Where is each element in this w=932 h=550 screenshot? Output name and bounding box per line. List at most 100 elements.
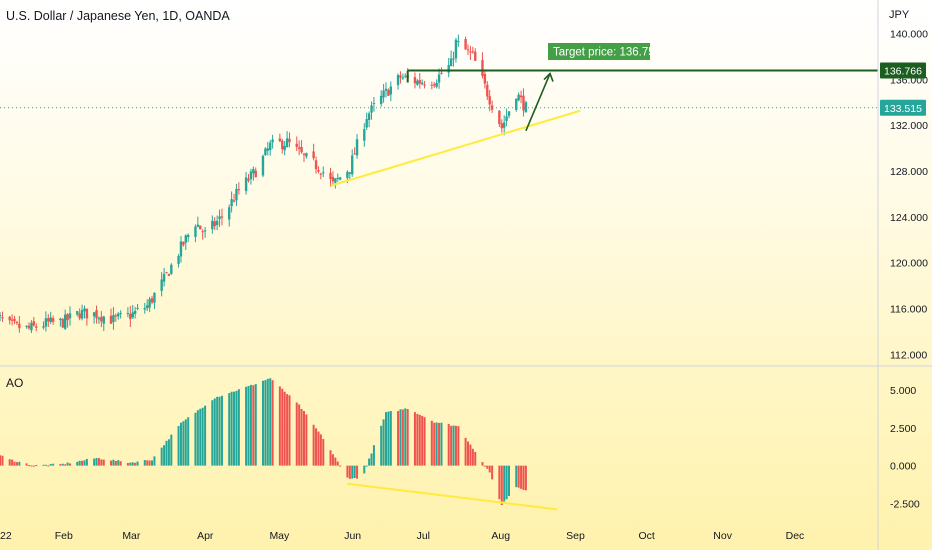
ao-bar[interactable] <box>271 380 274 466</box>
ao-bar[interactable] <box>163 445 166 466</box>
candle-body[interactable] <box>252 168 255 174</box>
candle-body[interactable] <box>129 313 132 320</box>
candle-body[interactable] <box>413 77 417 84</box>
candle-body[interactable] <box>418 80 421 84</box>
ao-bar[interactable] <box>220 395 223 466</box>
candle-body[interactable] <box>92 312 96 317</box>
ao-bar[interactable] <box>389 411 392 466</box>
candle-body[interactable] <box>329 172 332 179</box>
ao-bar[interactable] <box>112 459 115 466</box>
ao-bar[interactable] <box>153 456 156 466</box>
candle-body[interactable] <box>353 153 356 155</box>
ao-bar[interactable] <box>42 464 45 466</box>
ao-bar[interactable] <box>187 417 190 466</box>
candle-body[interactable] <box>66 314 69 321</box>
candle-body[interactable] <box>264 148 267 155</box>
candle-body[interactable] <box>220 216 224 218</box>
ao-bar[interactable] <box>8 459 11 466</box>
ao-bar[interactable] <box>252 385 255 466</box>
ao-bar[interactable] <box>230 391 233 466</box>
ao-bar[interactable] <box>384 412 387 466</box>
candle-body[interactable] <box>170 264 173 274</box>
ao-bar[interactable] <box>30 465 33 467</box>
ao-bar[interactable] <box>423 417 426 466</box>
ao-bar[interactable] <box>286 394 289 466</box>
ao-bar[interactable] <box>177 425 180 466</box>
candle-body[interactable] <box>80 310 84 319</box>
candle-body[interactable] <box>211 220 214 230</box>
ao-bar[interactable] <box>264 380 267 466</box>
candle-body[interactable] <box>0 315 2 317</box>
candle-body[interactable] <box>322 172 325 174</box>
ao-bar[interactable] <box>179 422 182 466</box>
candle-body[interactable] <box>76 311 79 315</box>
ao-bar[interactable] <box>146 460 149 466</box>
ao-bar[interactable] <box>454 425 457 466</box>
candle-body[interactable] <box>387 89 390 96</box>
candle-body[interactable] <box>319 173 323 175</box>
ao-bar[interactable] <box>491 465 494 480</box>
candle-body[interactable] <box>363 129 366 141</box>
price-candles[interactable] <box>0 34 528 334</box>
ao-bar[interactable] <box>278 386 281 466</box>
candle-body[interactable] <box>213 221 216 227</box>
ao-bar[interactable] <box>114 460 117 466</box>
ao-bar[interactable] <box>78 460 81 466</box>
candle-body[interactable] <box>162 274 166 282</box>
ao-bar[interactable] <box>126 462 129 466</box>
candle-body[interactable] <box>285 138 289 148</box>
ao-bar[interactable] <box>160 447 163 466</box>
ao-bar[interactable] <box>261 380 264 466</box>
candle-body[interactable] <box>457 41 460 43</box>
ao-bar[interactable] <box>49 463 52 466</box>
ao-bar[interactable] <box>520 465 523 489</box>
candle-body[interactable] <box>367 113 371 121</box>
ao-bar[interactable] <box>464 437 467 466</box>
candle-body[interactable] <box>109 315 113 324</box>
candle-body[interactable] <box>78 313 81 319</box>
candle-body[interactable] <box>244 177 248 192</box>
candle-body[interactable] <box>454 39 458 59</box>
candle-body[interactable] <box>469 51 472 53</box>
candle-body[interactable] <box>500 123 503 129</box>
ao-bar[interactable] <box>336 461 339 466</box>
candle-body[interactable] <box>15 322 19 324</box>
candle-body[interactable] <box>153 292 156 303</box>
candle-body[interactable] <box>269 142 272 151</box>
candle-body[interactable] <box>44 318 48 327</box>
ao-bar[interactable] <box>47 465 50 467</box>
candle-body[interactable] <box>8 316 11 321</box>
ao-bar[interactable] <box>52 463 55 466</box>
candle-body[interactable] <box>83 308 86 312</box>
candle-body[interactable] <box>184 235 187 243</box>
ao-bar[interactable] <box>363 465 366 474</box>
candle-body[interactable] <box>488 96 491 105</box>
ao-bar[interactable] <box>471 448 474 466</box>
candle-body[interactable] <box>51 318 55 322</box>
candle-body[interactable] <box>331 176 335 182</box>
candle-body[interactable] <box>295 143 298 147</box>
ao-bar[interactable] <box>430 420 433 466</box>
candle-body[interactable] <box>302 153 306 155</box>
ao-bar[interactable] <box>486 465 489 469</box>
ao-bar[interactable] <box>0 455 2 466</box>
candle-body[interactable] <box>486 84 489 97</box>
ao-bar[interactable] <box>351 465 354 479</box>
candle-body[interactable] <box>254 170 257 178</box>
ao-bar[interactable] <box>196 410 199 466</box>
ao-bar[interactable] <box>64 464 67 466</box>
ao-bar[interactable] <box>13 461 16 466</box>
ao-bar[interactable] <box>348 465 351 479</box>
candle-body[interactable] <box>317 169 320 172</box>
candle-body[interactable] <box>68 313 72 319</box>
candle-body[interactable] <box>150 298 154 303</box>
candle-body[interactable] <box>517 94 520 101</box>
candle-body[interactable] <box>85 308 89 319</box>
ao-bar[interactable] <box>382 419 385 466</box>
ao-bar[interactable] <box>18 461 21 466</box>
candle-body[interactable] <box>278 138 282 142</box>
candle-body[interactable] <box>399 75 402 78</box>
ao-bar[interactable] <box>435 422 438 466</box>
candle-body[interactable] <box>136 307 139 309</box>
